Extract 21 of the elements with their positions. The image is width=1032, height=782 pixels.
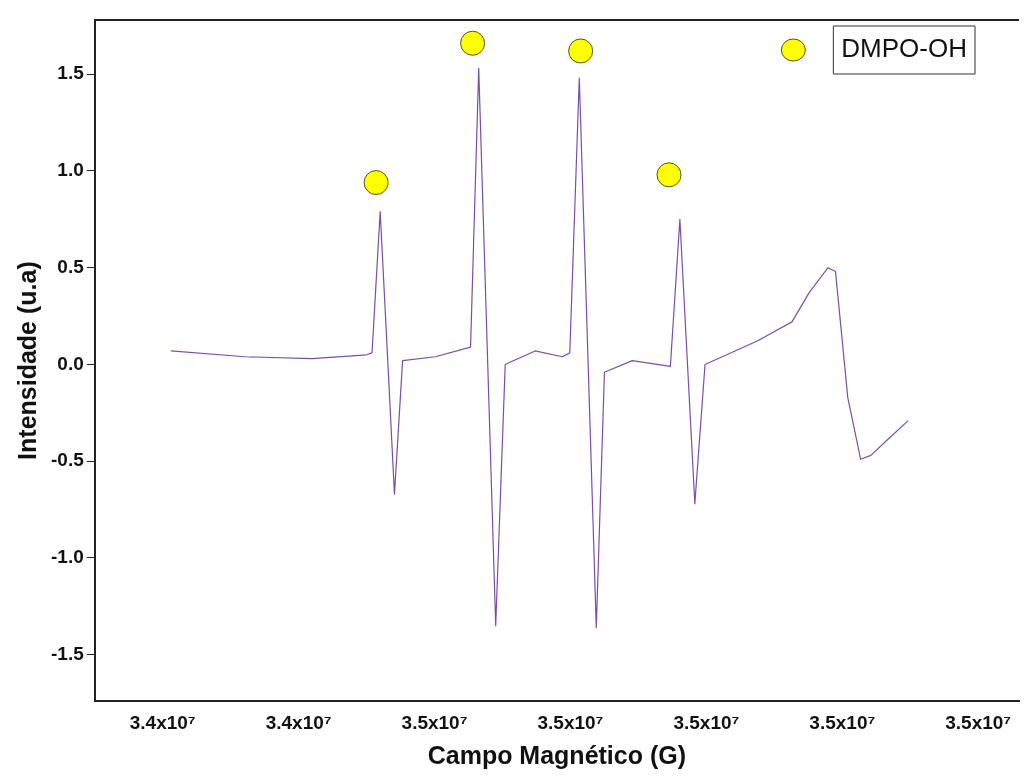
x-tick-label: 3.5x10⁷ xyxy=(401,711,468,733)
x-tick-label: 3.5x10⁷ xyxy=(809,711,876,733)
x-tick-label: 3.4x10⁷ xyxy=(265,711,332,733)
x-tick-label: 3.4x10⁷ xyxy=(129,711,196,733)
x-axis-title: Campo Magnético (G) xyxy=(427,740,687,769)
y-tick-label: 1.5 xyxy=(57,62,85,84)
point xyxy=(363,170,389,196)
y-axis-title: Intensidade (u.a) xyxy=(12,261,41,460)
x-tick-label: 3.5x10⁷ xyxy=(673,711,740,733)
x-tick-label: 3.5x10⁷ xyxy=(537,711,604,733)
x-tick-label: 3.5x10⁷ xyxy=(945,711,1012,733)
point xyxy=(460,30,486,56)
y-tick-label: -1.0 xyxy=(50,546,84,568)
y-tick-label: 0.0 xyxy=(57,352,84,374)
point xyxy=(656,162,682,188)
y-tick-label: -1.5 xyxy=(50,642,85,664)
legend-label: DMPO-OH xyxy=(841,33,968,64)
y-tick-label: -0.5 xyxy=(50,449,85,471)
y-tick-label: 0.5 xyxy=(57,255,85,277)
point xyxy=(568,38,594,64)
y-tick-label: 1.0 xyxy=(57,159,84,181)
